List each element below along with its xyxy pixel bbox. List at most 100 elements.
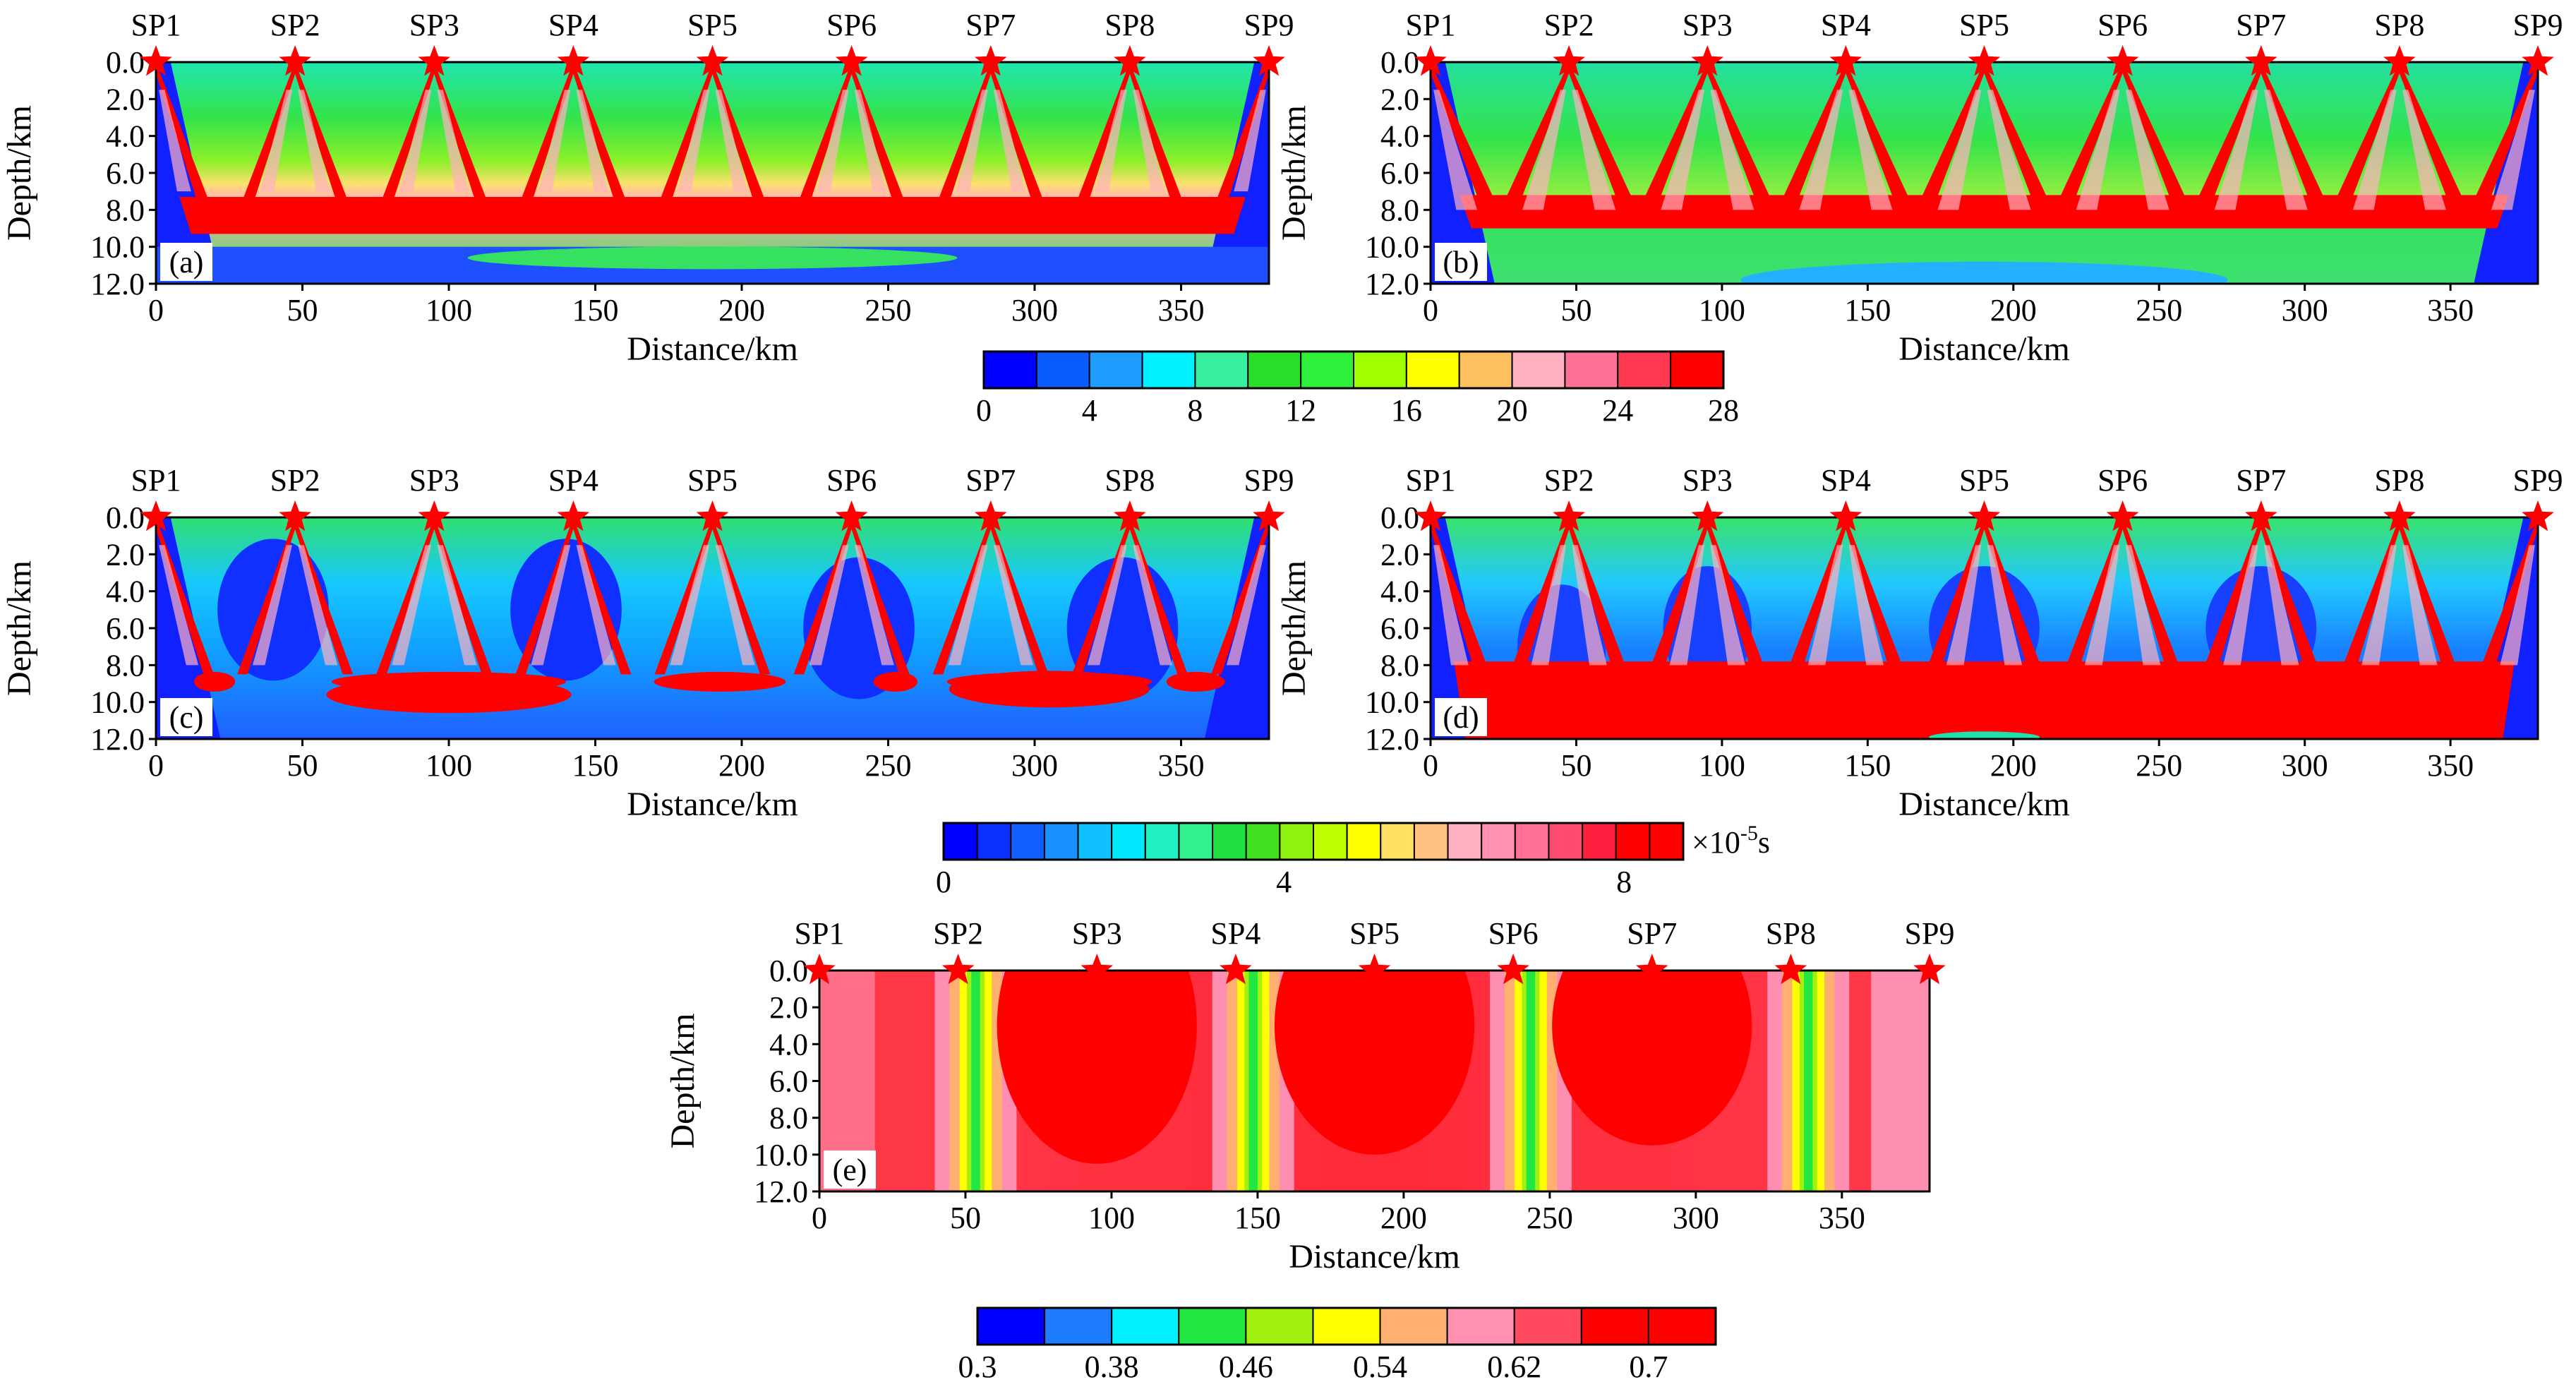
high-zone-0 [997, 971, 1197, 1164]
band-1-4 [1248, 971, 1258, 1191]
shotpoint-star-icon [557, 500, 590, 531]
shotpoint-star-icon [2244, 500, 2277, 531]
ray-fan-right-7 [989, 517, 1049, 675]
ray-fan-right-halo-5 [715, 90, 748, 192]
y-tick-label: 4.0 [769, 1027, 808, 1062]
shotpoint-label-sp1: SP1 [131, 8, 181, 42]
red-band [179, 197, 1246, 234]
ray-fan-left-5 [659, 62, 714, 201]
shotpoint-label-sp6: SP6 [2097, 463, 2148, 498]
shotpoint-label-sp8: SP8 [2374, 463, 2424, 498]
y-tick-label: 4.0 [1380, 119, 1419, 154]
shotpoint-star-icon [974, 45, 1007, 76]
shotpoint-star-icon [696, 500, 729, 531]
panel-letter-bg [160, 698, 212, 736]
heatmap-field-d [1431, 517, 2538, 739]
ray-fan-left-halo-6 [816, 90, 849, 192]
shotpoint-star-icon [1774, 954, 1807, 985]
shotpoint-star-icon [2522, 45, 2554, 76]
y-tick-label: 0.0 [1380, 45, 1419, 80]
shotpoint-label-sp4: SP4 [548, 463, 598, 498]
colorbar-frame [982, 350, 1725, 390]
x-axis-label: Distance/km [1898, 786, 2070, 823]
colorbar-tick-label: 20 [1497, 393, 1528, 428]
ray-fan-left-halo-5 [677, 90, 710, 192]
ray-fan-right-halo-5 [1987, 545, 2023, 666]
green-zone-bottom [467, 246, 958, 270]
ray-fan-left-halo-5 [1937, 90, 1982, 210]
panel-letter: (d) [1443, 700, 1479, 735]
colorbar-swatch [1279, 822, 1315, 860]
shotpoint-label-sp3: SP3 [1683, 8, 1733, 42]
panel-letter-bg [160, 243, 212, 281]
y-tick-label: 8.0 [1380, 193, 1419, 227]
ray-fan-left-6 [798, 62, 853, 201]
shotpoint-star-icon [2522, 500, 2554, 531]
x-tick-label: 200 [1990, 293, 2037, 328]
ray-fan-left-halo-2 [252, 545, 292, 666]
colorbar-swatch [1111, 1307, 1180, 1345]
x-tick-label: 100 [426, 293, 472, 328]
ray-fan-left-halo-7 [955, 90, 988, 192]
band-2-4 [1526, 971, 1536, 1191]
colorbar-swatch [1380, 822, 1415, 860]
shotpoint-label-sp8: SP8 [1105, 463, 1155, 498]
red-band-0 [193, 671, 236, 692]
x-tick-label: 300 [1011, 748, 1058, 783]
y-tick-label: 2.0 [1380, 537, 1419, 572]
shotpoint-label-sp5: SP5 [687, 463, 738, 498]
ray-fan-right-5 [711, 62, 766, 201]
ray-fan-left-4 [515, 517, 575, 675]
ray-fan-left-8 [1077, 62, 1131, 201]
ray-fan-left-halo-8 [1095, 90, 1127, 192]
shotpoint-star-icon [941, 954, 975, 985]
y-tick-label: 6.0 [106, 156, 145, 191]
ray-fan-right-halo-6 [854, 545, 894, 666]
colorbar-swatch [1615, 822, 1651, 860]
colorbar-swatch [1247, 351, 1302, 389]
ray-fan-right-2 [294, 517, 354, 675]
x-tick-label: 50 [1560, 293, 1591, 328]
colorbar-tick-label: 0.3 [958, 1350, 997, 1384]
colorbar-swatch [1548, 822, 1584, 860]
ray-fan-right-halo-1 [159, 90, 191, 192]
ray-fan-right-6 [2121, 517, 2183, 675]
ray-fan-left-2 [237, 517, 297, 675]
ray-fan-right-8 [1128, 517, 1188, 675]
ray-fan-right-halo-3 [437, 545, 477, 666]
ray-fan-left-halo-9 [2500, 545, 2535, 666]
shotpoint-label-sp3: SP3 [1683, 463, 1733, 498]
y-tick-label: 4.0 [106, 119, 145, 154]
shotpoint-label-sp4: SP4 [548, 8, 598, 42]
ray-fan-right-3 [1706, 62, 1781, 220]
band-0-4 [971, 971, 980, 1191]
ray-fan-right-halo-6 [2125, 545, 2161, 666]
ray-fan-right-halo-1 [1433, 90, 1478, 210]
y-tick-label: 0.0 [106, 45, 145, 80]
x-axis-label: Distance/km [1289, 1238, 1460, 1275]
colorbar-unit-suffix: s [1758, 825, 1770, 860]
shotpoint-star-icon [1553, 45, 1585, 76]
high-zone-1 [1274, 971, 1475, 1155]
colorbar-swatch [1111, 822, 1146, 860]
ray-fan-left-9 [2464, 62, 2538, 220]
colorbar-tick-label: 0 [976, 393, 992, 428]
colorbar-swatch [1446, 1307, 1515, 1345]
shotpoint-label-sp4: SP4 [1210, 916, 1260, 951]
colorbar-swatch [1300, 351, 1354, 389]
shotpoint-label-sp7: SP7 [965, 463, 1016, 498]
shotpoint-label-sp4: SP4 [1821, 8, 1871, 42]
ray-fan-right-halo-6 [854, 90, 887, 192]
heatmap-field-b [1431, 62, 2538, 284]
y-tick-label: 2.0 [1380, 82, 1419, 116]
y-tick-label: 10.0 [1365, 685, 1419, 720]
x-tick-label: 100 [426, 748, 472, 783]
ray-fan-right-2 [294, 62, 348, 201]
ray-fan-left-halo-8 [2361, 545, 2397, 666]
colorbar-swatch [943, 822, 978, 860]
ray-fan-right-6 [850, 62, 905, 201]
x-tick-label: 0 [148, 293, 164, 328]
colorbar-swatch [1178, 1307, 1247, 1345]
ray-fan-right-3 [433, 62, 487, 201]
shotpoint-star-icon [1691, 500, 1724, 531]
